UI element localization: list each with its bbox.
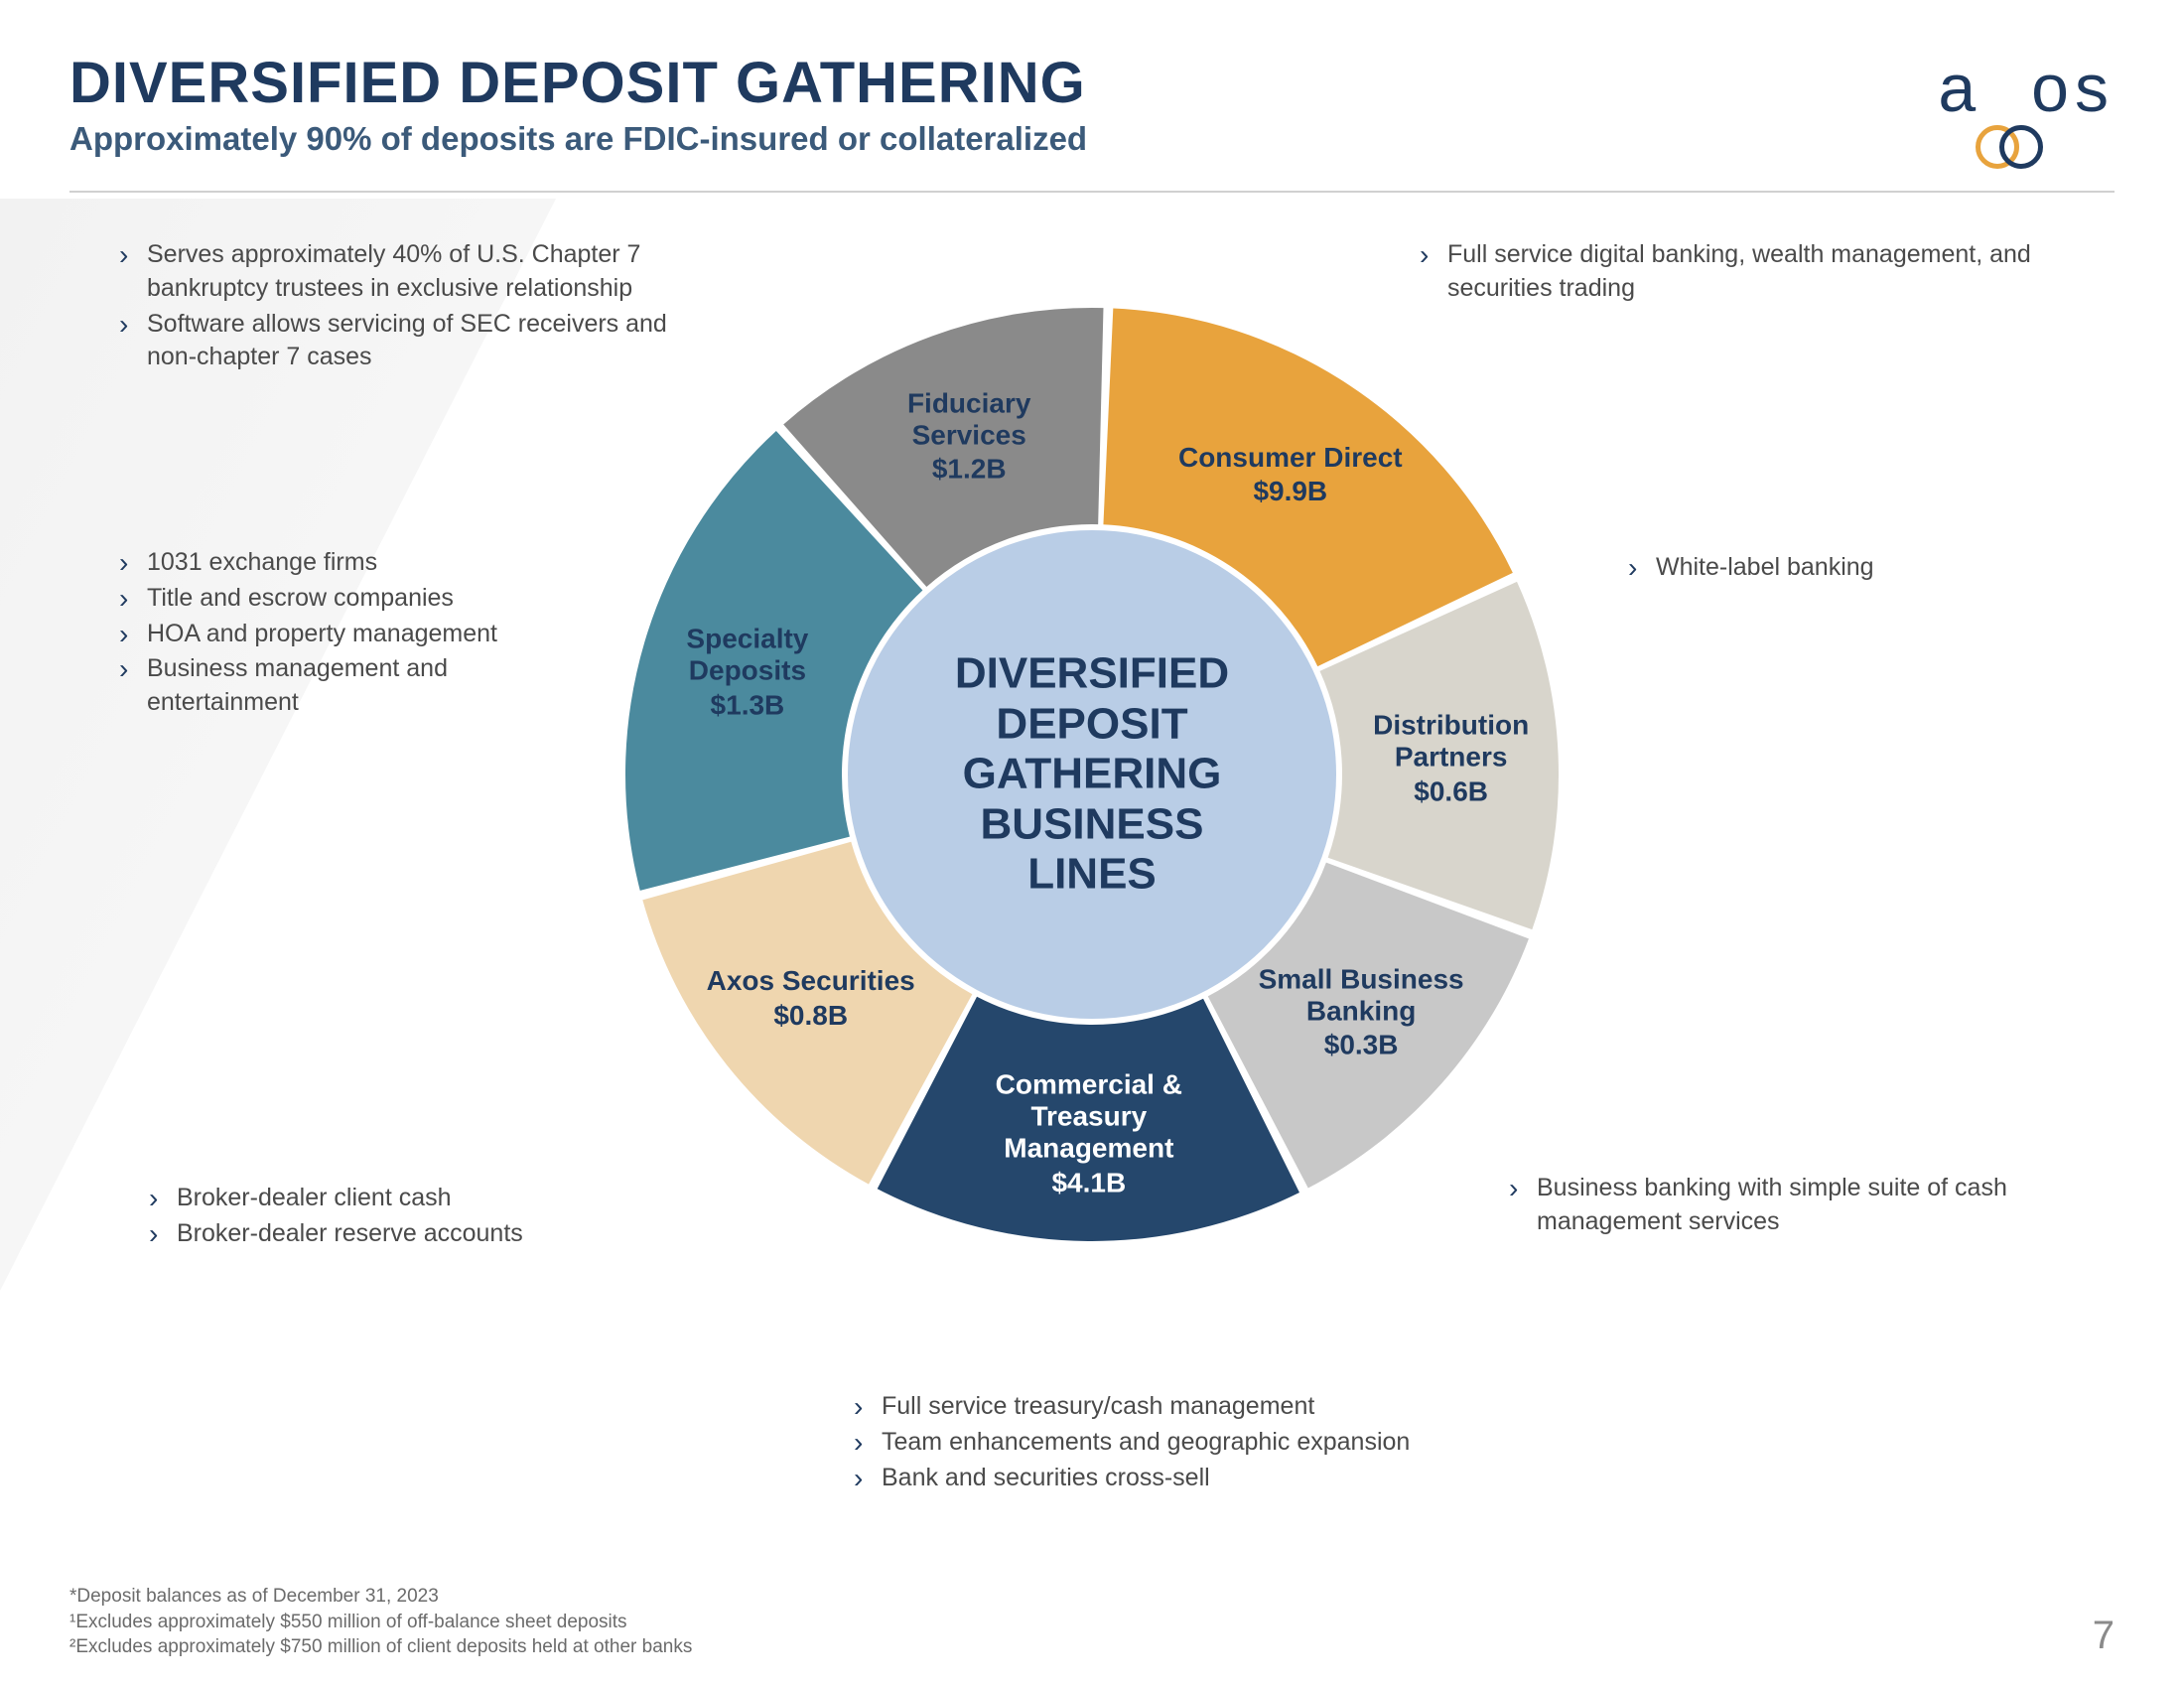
donut-center-label: DIVERSIFIED DEPOSIT GATHERING BUSINESS L… <box>955 649 1229 901</box>
callout-item: Software allows servicing of SEC receive… <box>119 308 675 375</box>
slice-label: Commercial &Treasury Management$4.1B <box>970 1069 1208 1199</box>
header: DIVERSIFIED DEPOSIT GATHERING Approximat… <box>69 50 2115 158</box>
callout-item: Full service digital banking, wealth man… <box>1420 238 2035 306</box>
callout-item: Broker-dealer client cash <box>149 1182 645 1215</box>
callout-mid_right: White-label banking <box>1628 551 2055 587</box>
footnotes: *Deposit balances as of December 31, 202… <box>69 1584 692 1660</box>
header-rule <box>69 191 2115 193</box>
callout-item: HOA and property management <box>119 618 586 651</box>
callout-item: Full service treasury/cash management <box>854 1390 1549 1424</box>
donut-chart: Consumer Direct$9.9B Distribution Partner… <box>615 298 1569 1251</box>
footnote-line: ¹Excludes approximately $550 million of … <box>69 1610 692 1635</box>
callout-item: Bank and securities cross-sell <box>854 1462 1549 1495</box>
callout-item: Serves approximately 40% of U.S. Chapter… <box>119 238 675 306</box>
slice-label: Axos Securities$0.8B <box>692 965 930 1031</box>
footnote-line: *Deposit balances as of December 31, 202… <box>69 1584 692 1610</box>
axos-logo: aos <box>1938 50 2115 127</box>
callout-item: Title and escrow companies <box>119 582 586 616</box>
callout-mid_left: 1031 exchange firmsTitle and escrow comp… <box>119 546 586 722</box>
page-title: DIVERSIFIED DEPOSIT GATHERING <box>69 50 2115 116</box>
slice-label: Consumer Direct$9.9B <box>1171 442 1410 507</box>
callout-item: Business management and entertainment <box>119 652 586 720</box>
slice-label: Fiduciary Services$1.2B <box>850 388 1088 487</box>
callout-item: White-label banking <box>1628 551 2055 585</box>
footnote-line: ²Excludes approximately $750 million of … <box>69 1634 692 1660</box>
callout-item: Business banking with simple suite of ca… <box>1509 1172 2075 1239</box>
callout-item: Team enhancements and geographic expansi… <box>854 1426 1549 1460</box>
page-number: 7 <box>2093 1614 2115 1658</box>
slice-label: Small Business Banking$0.3B <box>1242 964 1480 1062</box>
page-subtitle: Approximately 90% of deposits are FDIC-i… <box>69 120 2115 158</box>
slice-label: Distribution Partners$0.6B <box>1332 710 1570 808</box>
callout-item: Broker-dealer reserve accounts <box>149 1217 645 1251</box>
callout-bottom: Full service treasury/cash managementTea… <box>854 1390 1549 1496</box>
callout-low_right: Business banking with simple suite of ca… <box>1509 1172 2075 1241</box>
slice-label: Specialty Deposits$1.3B <box>628 624 867 722</box>
callout-top_left: Serves approximately 40% of U.S. Chapter… <box>119 238 675 376</box>
callout-item: 1031 exchange firms <box>119 546 586 580</box>
callout-low_left: Broker-dealer client cashBroker-dealer r… <box>149 1182 645 1253</box>
